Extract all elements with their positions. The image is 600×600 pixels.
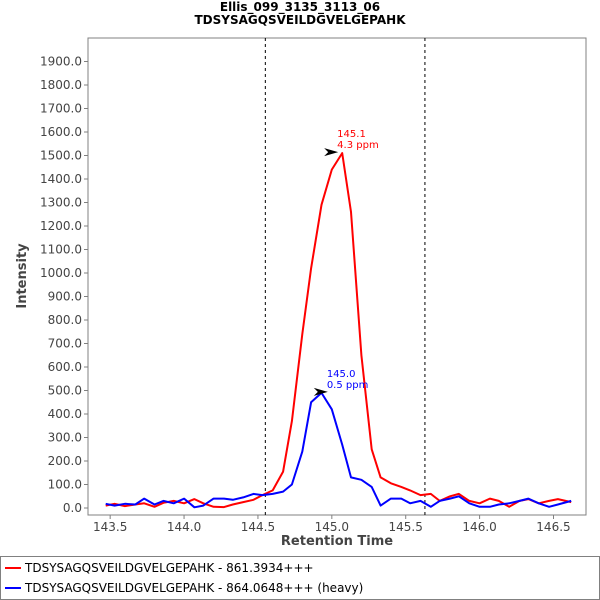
- integration-bounds: [264, 38, 426, 515]
- x-tick-label: 145.5: [389, 520, 423, 534]
- legend-swatch-light: [5, 567, 21, 569]
- x-tick-label: 145.0: [315, 520, 349, 534]
- y-tick-label: 900.0: [48, 290, 82, 304]
- y-tick-label: 0.0: [63, 501, 82, 515]
- y-tick-label: 1700.0: [40, 102, 82, 116]
- peak-annotation-rt: 145.1: [337, 129, 366, 140]
- y-tick-label: 1900.0: [40, 55, 82, 69]
- y-tick-label: 300.0: [48, 431, 82, 445]
- x-tick-label: 146.0: [462, 520, 496, 534]
- series-line-0: [105, 152, 572, 509]
- y-tick-label: 1800.0: [40, 78, 82, 92]
- peak-annotation-ppm: 0.5 ppm: [327, 380, 369, 391]
- y-tick-label: 1200.0: [40, 219, 82, 233]
- peak-annotations: 145.14.3 ppm 145.00.5 ppm: [313, 129, 379, 396]
- y-tick-label: 1300.0: [40, 196, 82, 210]
- y-tick-label: 800.0: [48, 313, 82, 327]
- chromatogram-plot[interactable]: 0.0 100.0 200.0 300.0 400.0 500.0 600.0 700.0 80…: [0, 0, 600, 556]
- legend-label-heavy: TDSYSAGQSVEILDGVELGEPAHK - 864.0648+++ (…: [25, 581, 364, 595]
- legend-swatch-heavy: [5, 587, 21, 589]
- peak-annotation-rt: 145.0: [327, 369, 356, 380]
- legend: TDSYSAGQSVEILDGVELGEPAHK - 861.3934+++ T…: [0, 556, 600, 600]
- chart-subtitle: TDSYSAGQSVEILDGVELGEPAHK: [194, 13, 406, 27]
- y-tick-label: 600.0: [48, 360, 82, 374]
- x-tick-label: 146.5: [536, 520, 570, 534]
- x-tick-label: 144.0: [167, 520, 201, 534]
- y-tick-label: 500.0: [48, 384, 82, 398]
- x-tick-label: 143.5: [93, 520, 127, 534]
- peak-marker-icon: [313, 387, 328, 396]
- y-tick-label: 1600.0: [40, 125, 82, 139]
- y-tick-label: 1000.0: [40, 266, 82, 280]
- legend-item-light: TDSYSAGQSVEILDGVELGEPAHK - 861.3934+++: [5, 559, 314, 577]
- legend-label-light: TDSYSAGQSVEILDGVELGEPAHK - 861.3934+++: [25, 561, 314, 575]
- x-axis-label: Retention Time: [281, 534, 393, 549]
- y-tick-label: 700.0: [48, 337, 82, 351]
- series-lines: [105, 152, 572, 509]
- y-tick-label: 1400.0: [40, 172, 82, 186]
- y-tick-label: 100.0: [48, 478, 82, 492]
- legend-item-heavy: TDSYSAGQSVEILDGVELGEPAHK - 864.0648+++ (…: [5, 579, 363, 597]
- peak-annotation-ppm: 4.3 ppm: [337, 140, 379, 151]
- y-tick-label: 400.0: [48, 407, 82, 421]
- series-line-1: [105, 391, 572, 509]
- x-axis: 143.5 144.0 144.5 145.0 145.5 146.0 146.5: [93, 515, 571, 534]
- y-axis-label: Intensity: [15, 243, 30, 309]
- y-tick-label: 1500.0: [40, 149, 82, 163]
- y-tick-label: 1100.0: [40, 243, 82, 257]
- y-axis: 0.0 100.0 200.0 300.0 400.0 500.0 600.0 700.0 80…: [40, 55, 88, 515]
- chart-title: Ellis_099_3135_3113_06: [219, 0, 381, 14]
- y-tick-label: 200.0: [48, 454, 82, 468]
- peak-marker-icon: [324, 148, 339, 157]
- plot-area: [87, 37, 587, 516]
- x-tick-label: 144.5: [241, 520, 275, 534]
